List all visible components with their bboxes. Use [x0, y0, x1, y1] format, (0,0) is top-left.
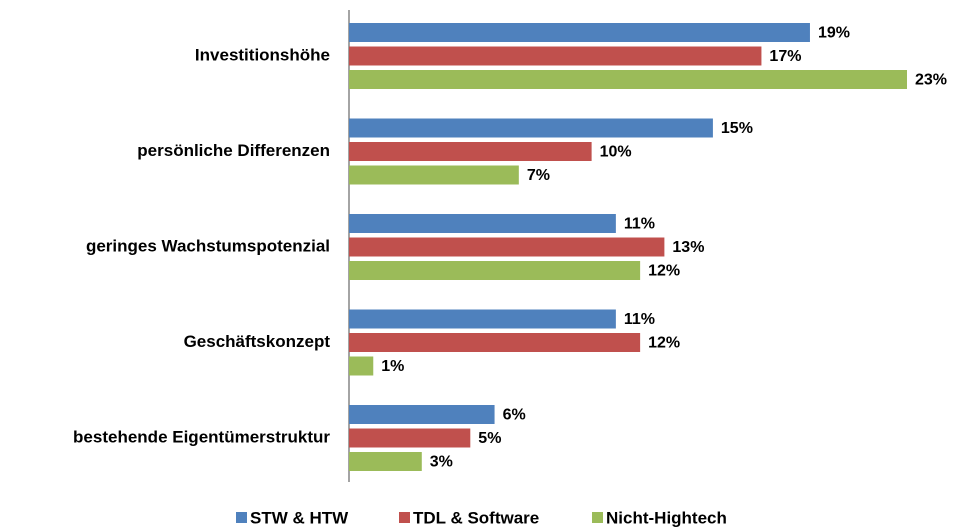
category-label: bestehende Eigentümerstruktur [73, 427, 330, 446]
value-label: 13% [672, 239, 704, 256]
bar [349, 356, 374, 376]
value-label: 11% [624, 216, 655, 233]
bar [349, 23, 810, 42]
legend-swatch [236, 512, 247, 523]
legend-swatch [399, 512, 410, 523]
legend-label: TDL & Software [413, 508, 539, 527]
legend-label: STW & HTW [250, 508, 349, 527]
bar [349, 70, 907, 89]
bar [349, 309, 616, 329]
value-label: 12% [648, 263, 680, 280]
value-label: 1% [381, 358, 404, 375]
category-label: Geschäftskonzept [184, 332, 331, 351]
value-label: 15% [721, 120, 753, 137]
bar [349, 142, 592, 161]
value-label: 6% [503, 407, 526, 424]
value-label: 7% [527, 167, 550, 184]
value-label: 12% [648, 335, 680, 352]
bar [349, 237, 665, 257]
legend-label: Nicht-Hightech [606, 508, 727, 527]
bar [349, 165, 519, 185]
legend-swatch [592, 512, 603, 523]
value-label: 11% [624, 311, 655, 328]
value-label: 17% [769, 48, 801, 65]
category-label: Investitionshöhe [195, 45, 330, 64]
category-label: persönliche Differenzen [137, 141, 330, 160]
value-label: 10% [600, 144, 632, 161]
bar [349, 214, 616, 233]
value-label: 5% [478, 430, 501, 447]
bar [349, 261, 641, 280]
bar [349, 333, 641, 352]
bar [349, 46, 762, 66]
bar [349, 118, 713, 138]
value-label: 23% [915, 72, 947, 89]
bar [349, 428, 471, 448]
bar [349, 452, 422, 471]
bar [349, 405, 495, 424]
category-label: geringes Wachstumspotenzial [86, 236, 330, 255]
value-label: 3% [430, 454, 453, 471]
value-label: 19% [818, 25, 850, 42]
